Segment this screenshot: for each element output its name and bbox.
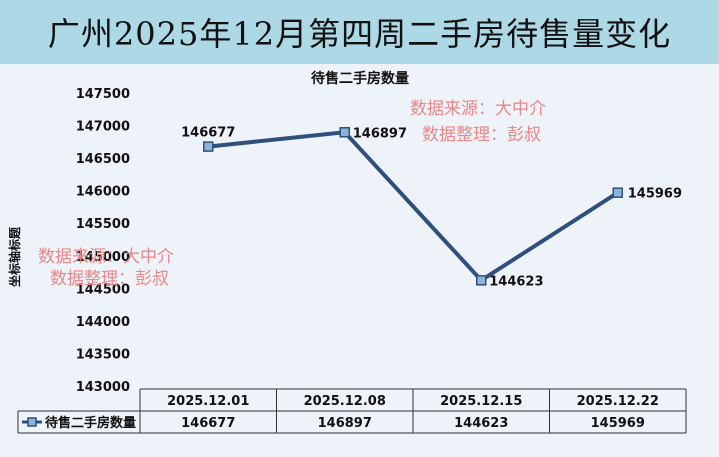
series-line: [208, 130, 619, 283]
data-point: [476, 275, 487, 286]
title-banner: 广州2025年12月第四周二手房待售量变化: [0, 0, 719, 64]
y-tick-label: 143000: [76, 380, 130, 395]
y-tick-label: 143500: [76, 347, 130, 362]
data-table: 2025.12.01 146677 2025.12.08 146897 2025.12.…: [17, 388, 687, 434]
table-value-cell: 144623: [454, 416, 508, 431]
watermark-editor: 数据整理：彭叔: [422, 125, 541, 145]
watermark-source: 数据来源：大中介: [38, 247, 174, 267]
y-tick-label: 145000: [76, 250, 130, 265]
data-label: 144623: [489, 274, 543, 289]
y-axis: 147500 147000 146500 146000 145500 145000 1445…: [76, 87, 130, 395]
chart-panel: 待售二手房数量 坐标轴标题 147500 147000 146500 146000 14…: [0, 64, 719, 457]
y-tick-label: 147000: [76, 120, 130, 135]
table-value-cell: 145969: [591, 416, 645, 431]
watermark-editor: 数据整理：彭叔: [50, 269, 169, 289]
watermark: 数据来源：大中介 数据整理：彭叔: [410, 99, 546, 145]
x-tick-label: 2025.12.01: [167, 394, 249, 409]
data-point: [612, 187, 623, 198]
data-label: 146677: [181, 126, 235, 141]
y-tick-label: 144000: [76, 315, 130, 330]
data-point: [339, 127, 350, 138]
plot-area: 146677 146897 144623 145969: [181, 126, 682, 290]
y-tick-label: 146500: [76, 152, 130, 167]
y-tick-label: 145500: [76, 217, 130, 232]
data-label: 146897: [353, 126, 407, 141]
page-title: 广州2025年12月第四周二手房待售量变化: [47, 15, 672, 53]
table-value-cell: 146897: [318, 416, 372, 431]
data-point: [203, 141, 214, 152]
legend-label: 待售二手房数量: [44, 415, 136, 431]
y-tick-label: 147500: [76, 87, 130, 102]
legend-marker: [27, 417, 37, 427]
y-tick-label: 146000: [76, 185, 130, 200]
y-axis-title: 坐标轴标题: [7, 226, 22, 287]
x-tick-label: 2025.12.22: [577, 394, 659, 409]
chart-title: 待售二手房数量: [311, 70, 409, 87]
x-tick-label: 2025.12.08: [304, 394, 386, 409]
data-label: 145969: [628, 187, 682, 202]
watermark-source: 数据来源：大中介: [410, 99, 546, 119]
x-tick-label: 2025.12.15: [440, 394, 522, 409]
watermark: 数据来源：大中介 数据整理：彭叔: [38, 247, 174, 289]
y-tick-label: 144500: [76, 282, 130, 297]
table-value-cell: 146677: [181, 416, 235, 431]
line-chart: 待售二手房数量 坐标轴标题 14750014700014650014600014…: [7, 70, 687, 434]
